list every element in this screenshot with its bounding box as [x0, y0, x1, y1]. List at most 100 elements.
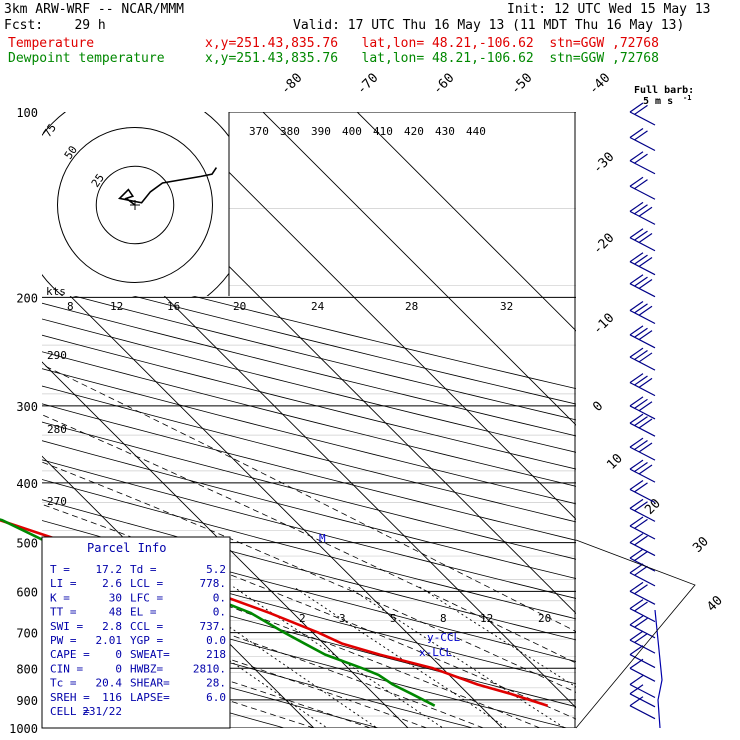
- parcel-info-row: PW = 2.01 YGP = 0.0: [50, 634, 226, 647]
- wind-barb-flag: [634, 518, 648, 529]
- wind-barb-flag: [634, 230, 648, 241]
- mixing-ratio-line: [123, 586, 328, 728]
- isotherm-label-2: -60: [430, 71, 457, 98]
- dry-adiabat: [42, 479, 576, 620]
- wind-barb: [629, 325, 656, 349]
- parcel-info-title: Parcel Info: [87, 541, 166, 555]
- wind-barb: [629, 437, 656, 461]
- mixing-ratio-label-4: 12: [480, 612, 493, 625]
- wind-barb: [629, 599, 656, 623]
- parcel-row-label-2: HWBZ=: [130, 662, 163, 675]
- parcel-info-row: K = 30 LFC = 0.: [50, 591, 226, 604]
- wind-barb-flag: [634, 303, 648, 314]
- theta-left-label-1: 280: [47, 423, 67, 436]
- dry-adiabat: [42, 586, 569, 728]
- parcel-row-value-2: 0.0: [206, 634, 226, 647]
- init-time: Init: 12 UTC Wed 15 May 13: [507, 2, 711, 17]
- parcel-row-value-1: 2.8: [102, 620, 122, 633]
- wind-barb-flag: [634, 153, 648, 164]
- parcel-info-row: CIN = 0 HWBZ= 2810.: [50, 662, 226, 675]
- valid-time: Valid: 17 UTC Thu 16 May 13 (11 MDT Thu …: [293, 18, 685, 33]
- wind-barb-staff: [629, 111, 656, 126]
- wind-barb-staff: [629, 237, 656, 252]
- barb-key-line2: 5 m s: [643, 96, 673, 107]
- wind-barb: [629, 479, 656, 504]
- mixing-ratio-line: [293, 586, 508, 728]
- wind-barb-flag: [634, 130, 648, 141]
- wind-barb-flag: [638, 279, 653, 290]
- pressure-label-1000: 1000: [9, 722, 38, 736]
- parcel-row-label-2: EL =: [130, 606, 157, 619]
- isotherm-label-6: -20: [590, 231, 617, 258]
- wind-barb: [629, 128, 656, 152]
- wind-barb: [629, 151, 656, 175]
- wind-barb-staff: [629, 507, 656, 522]
- wind-barb: [629, 658, 656, 682]
- parcel-row-label-1: LI =: [50, 577, 77, 590]
- parcel-row-value-2: 28.: [206, 677, 226, 690]
- isotherm-line: [42, 267, 503, 728]
- mixing-ratio-label-0: 2: [299, 612, 306, 625]
- theta-label-7: 440: [466, 125, 486, 138]
- wind-barb-staff: [629, 542, 656, 557]
- wind-barb: [629, 252, 656, 276]
- pressure-label-600: 600: [16, 585, 38, 599]
- wind-barb-staff: [629, 667, 656, 682]
- wind-barb-flag: [638, 377, 653, 388]
- dewpoint-location: x,y=251.43,835.76 lat,lon= 48.21,-106.62…: [205, 51, 659, 66]
- moist-adiabat: [42, 461, 576, 693]
- lcl-label: x-LCL: [419, 646, 452, 659]
- wind-barb: [629, 102, 656, 126]
- pressure-label-100: 100: [16, 106, 38, 120]
- isotherm-line: [42, 361, 409, 728]
- wind-barb-flag: [634, 179, 648, 190]
- parcel-row-label-2: Td =: [130, 563, 157, 576]
- parcel-row-value-2: 6.0: [206, 691, 226, 704]
- parcel-info-row: T = 17.2 Td = 5.2: [50, 563, 226, 576]
- dry-adiabat: [42, 633, 380, 728]
- wind-barb-flag: [629, 548, 644, 559]
- wind-barb-flag: [634, 254, 648, 265]
- moist-adiabat: [42, 364, 576, 633]
- wind-barb-staff: [629, 590, 656, 605]
- wind-barb-staff: [629, 261, 656, 276]
- wind-barb: [629, 413, 656, 437]
- wind-barb-flag: [634, 204, 648, 215]
- wind-barb-flag: [629, 300, 644, 311]
- model-title: 3km ARW-WRF -- NCAR/MMM: [4, 2, 185, 17]
- parcel-row-value-2: 218: [206, 648, 226, 661]
- wind-barb-flag: [629, 516, 644, 527]
- wind-barb-flag: [638, 305, 653, 316]
- mixing-ratio-label-3: 8: [440, 612, 447, 625]
- wind-barb-flag: [634, 375, 648, 386]
- wind-barb-staff: [629, 572, 656, 587]
- wind-barb-staff: [629, 210, 656, 225]
- wind-barb-staff: [629, 705, 656, 720]
- wind-barb-flag: [634, 462, 648, 473]
- dry-adiabat: [42, 334, 576, 470]
- parcel-row-value-2: 778.: [200, 577, 227, 590]
- wind-barb-flag: [634, 601, 648, 612]
- wind-barb-flag: [629, 563, 644, 574]
- barb-key-exponent: -1: [683, 94, 691, 102]
- parcel-row-value-1: 2.01: [96, 634, 123, 647]
- theta-label-2: 390: [311, 125, 331, 138]
- wind-barb: [629, 645, 656, 669]
- wind-barb: [629, 396, 656, 420]
- wind-barb-flag: [634, 482, 648, 493]
- parcel-row-value-1: 2.6: [102, 577, 122, 590]
- isotherm-label-11: 30: [690, 534, 712, 556]
- wind-barb-flag: [629, 274, 644, 285]
- isotherm-label-8: 0: [590, 399, 606, 415]
- parcel-row-label-1: SREH =: [50, 691, 90, 704]
- dewpoint-legend-label: Dewpoint temperature: [8, 51, 165, 66]
- wind-barb-flag: [629, 347, 644, 358]
- hodograph-ring: [95, 165, 175, 245]
- isotherm-label-10: 20: [642, 496, 664, 518]
- wind-barb: [629, 533, 656, 557]
- parcel-row-label-1: CIN =: [50, 662, 83, 675]
- wind-barb-flag: [629, 128, 644, 138]
- parcel-row-label-2: LCL =: [130, 577, 163, 590]
- temperature-legend-label: Temperature: [8, 36, 95, 51]
- mixing-ratio-top-label-2: 16: [167, 300, 180, 313]
